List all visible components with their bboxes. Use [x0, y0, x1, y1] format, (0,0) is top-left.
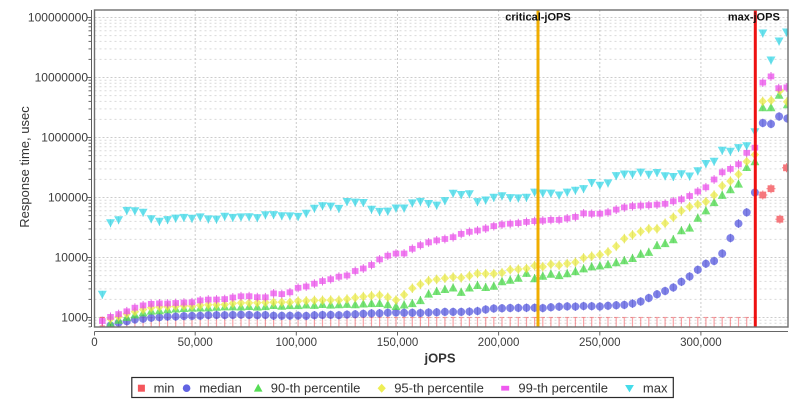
svg-text:90-th percentile: 90-th percentile: [271, 381, 361, 396]
svg-text:200,000: 200,000: [478, 337, 520, 349]
svg-text:10000000: 10000000: [35, 71, 89, 85]
svg-text:critical-jOPS: critical-jOPS: [505, 12, 570, 24]
svg-text:1000000: 1000000: [41, 131, 88, 145]
svg-text:250,000: 250,000: [579, 337, 621, 349]
svg-text:max: max: [643, 381, 668, 396]
svg-text:100000000: 100000000: [28, 11, 88, 25]
svg-text:100000: 100000: [48, 191, 88, 205]
svg-text:0: 0: [91, 337, 97, 349]
svg-text:95-th percentile: 95-th percentile: [394, 381, 484, 396]
svg-text:10000: 10000: [55, 251, 89, 265]
svg-text:300,000: 300,000: [680, 337, 722, 349]
svg-text:max-jOPS: max-jOPS: [728, 12, 780, 24]
svg-text:Response time, usec: Response time, usec: [17, 106, 32, 228]
svg-text:min: min: [154, 381, 175, 396]
svg-text:jOPS: jOPS: [423, 351, 455, 366]
svg-text:1000: 1000: [61, 311, 88, 325]
svg-text:150,000: 150,000: [377, 337, 419, 349]
svg-text:50,000: 50,000: [178, 337, 213, 349]
svg-text:median: median: [199, 381, 242, 396]
svg-text:99-th percentile: 99-th percentile: [518, 381, 608, 396]
svg-text:100,000: 100,000: [276, 337, 318, 349]
